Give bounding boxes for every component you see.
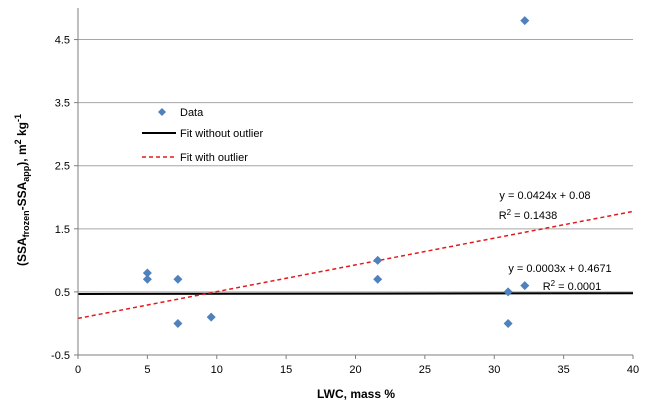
annotation-without-outlier-equation: y = 0.0003x + 0.4671: [508, 263, 611, 275]
fit-lines: [77, 210, 634, 320]
y-tick-label: 1.5: [55, 224, 70, 236]
y-tick-label: -0.5: [51, 350, 70, 362]
annotation-with-outlier-equation: y = 0.0424x + 0.08: [499, 190, 590, 202]
y-tick-label: 4.5: [55, 35, 70, 47]
data-point: [520, 16, 530, 26]
data-point: [503, 318, 513, 328]
data-point: [503, 287, 513, 297]
x-tick-label: 25: [419, 364, 431, 376]
data-point: [373, 274, 383, 284]
annotation-without-outlier-r2: R2 = 0.0001: [543, 279, 602, 293]
fit-line-with-outlier: [77, 210, 634, 320]
x-tick-label: 30: [488, 364, 500, 376]
x-tick-label: 10: [211, 364, 223, 376]
data-point: [142, 274, 152, 284]
x-tick-label: 15: [280, 364, 292, 376]
data-points: [142, 16, 530, 328]
legend: Data Fit without outlier Fit with outlie…: [142, 107, 263, 164]
x-tick-label: 20: [349, 364, 361, 376]
legend-label-data: Data: [180, 107, 204, 119]
legend-label-fit-with-outlier: Fit with outlier: [180, 152, 248, 164]
x-tick-label: 40: [627, 364, 639, 376]
data-point: [173, 274, 183, 284]
y-tick-labels: -0.5 0.5 1.5 2.5 3.5 4.5: [51, 35, 70, 362]
data-point: [373, 255, 383, 265]
data-point: [173, 318, 183, 328]
data-point: [206, 312, 216, 322]
legend-marker-data: [158, 108, 166, 116]
axes: [74, 8, 634, 359]
data-point: [520, 281, 530, 291]
x-tick-label: 35: [558, 364, 570, 376]
y-axis-label: (SSAfrozen-SSAapp), m2 kg-1: [13, 114, 31, 266]
x-tick-label: 5: [144, 364, 150, 376]
fit-line-without-outlier: [77, 292, 634, 295]
y-tick-label: 3.5: [55, 98, 70, 110]
data-point: [142, 268, 152, 278]
annotation-with-outlier-r2: R2 = 0.1438: [499, 208, 558, 222]
x-tick-labels: 0 5 10 15 20 25 30 35 40: [75, 364, 639, 376]
y-tick-label: 2.5: [55, 161, 70, 173]
y-tick-label: 0.5: [55, 287, 70, 299]
x-tick-label: 0: [75, 364, 81, 376]
x-axis-label: LWC, mass %: [317, 387, 395, 401]
legend-label-fit-without-outlier: Fit without outlier: [180, 128, 263, 140]
